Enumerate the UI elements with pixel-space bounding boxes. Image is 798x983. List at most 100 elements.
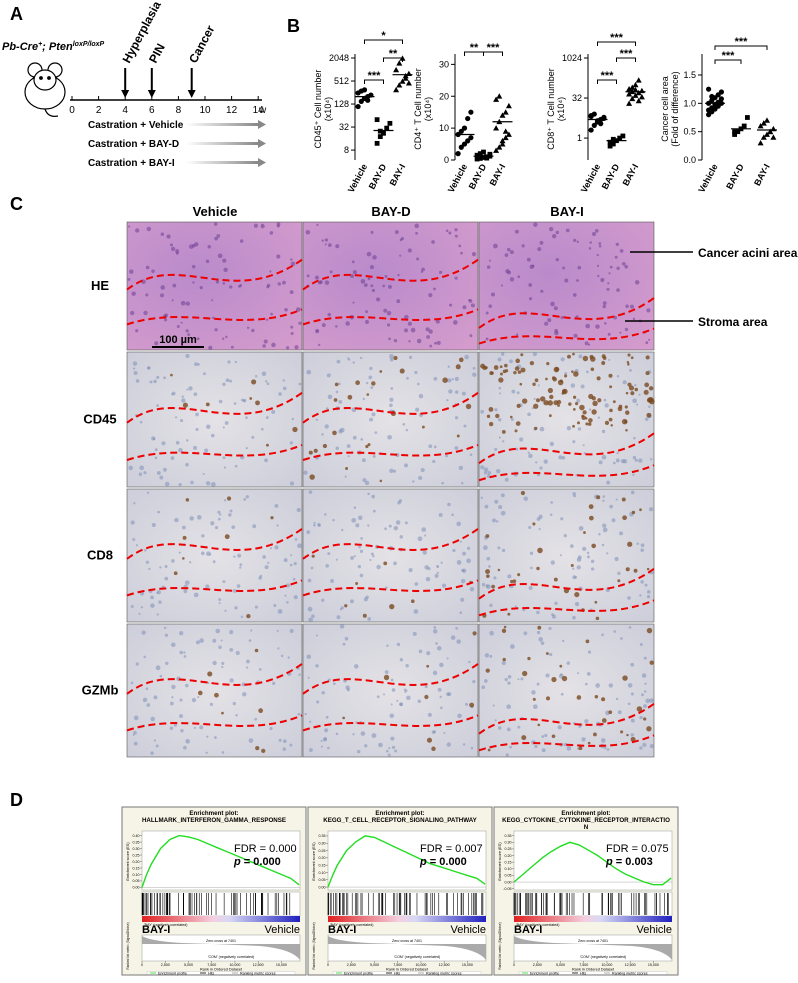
arm-label: Castration + Vehicle bbox=[88, 120, 184, 131]
nucleus bbox=[324, 243, 327, 246]
nucleus bbox=[239, 239, 244, 243]
data-point bbox=[487, 151, 493, 157]
stained-cell bbox=[626, 361, 630, 364]
nucleus bbox=[359, 356, 363, 360]
nucleus bbox=[551, 613, 554, 616]
nucleus bbox=[436, 340, 441, 345]
nucleus bbox=[504, 253, 509, 257]
nucleus bbox=[566, 661, 570, 665]
nucleus bbox=[399, 238, 403, 242]
stained-cell bbox=[572, 352, 575, 356]
nucleus bbox=[231, 525, 236, 530]
nucleus bbox=[602, 301, 607, 306]
nucleus bbox=[404, 328, 408, 333]
micrograph bbox=[126, 351, 303, 488]
stained-cell bbox=[537, 547, 543, 554]
nucleus bbox=[461, 568, 465, 573]
nucleus bbox=[468, 660, 471, 664]
significance-label: *** bbox=[368, 70, 382, 82]
nucleus bbox=[596, 253, 599, 257]
nucleus bbox=[583, 452, 586, 455]
nucleus bbox=[183, 655, 187, 658]
nucleus bbox=[291, 417, 295, 421]
nucleus bbox=[314, 275, 319, 280]
nucleus bbox=[225, 378, 230, 383]
nucleus bbox=[141, 630, 146, 635]
nucleus bbox=[584, 341, 589, 346]
nucleus bbox=[397, 273, 400, 277]
stained-cell bbox=[515, 358, 521, 364]
nucleus bbox=[369, 417, 373, 422]
nucleus bbox=[619, 331, 622, 334]
y-tick-label: 0.05 bbox=[133, 879, 140, 883]
stained-cell bbox=[520, 367, 526, 373]
region-border bbox=[478, 432, 655, 465]
nucleus bbox=[576, 240, 579, 243]
nucleus bbox=[346, 688, 350, 692]
nucleus bbox=[484, 504, 489, 509]
nucleus bbox=[332, 518, 335, 522]
nucleus bbox=[455, 627, 458, 630]
p-symbol: p bbox=[605, 856, 613, 868]
arm-label: Castration + BAY-I bbox=[88, 158, 175, 169]
nucleus bbox=[601, 633, 604, 637]
significance-label: *** bbox=[735, 36, 749, 48]
significance-bracket bbox=[616, 57, 636, 62]
nucleus bbox=[349, 599, 354, 604]
x-tick-label: 15,000 bbox=[276, 963, 287, 967]
x-tick-label: BAY-D bbox=[600, 162, 622, 191]
nucleus bbox=[145, 265, 150, 270]
data-point bbox=[481, 155, 486, 160]
nucleus bbox=[201, 534, 205, 538]
nucleus bbox=[192, 281, 195, 284]
nucleus bbox=[624, 264, 629, 269]
nucleus bbox=[649, 744, 654, 749]
nucleus bbox=[251, 435, 255, 439]
stained-cell bbox=[649, 660, 654, 665]
y-tick-label: 0.20 bbox=[505, 854, 512, 858]
nucleus bbox=[459, 540, 462, 543]
stained-cell bbox=[646, 627, 653, 634]
nucleus bbox=[318, 343, 321, 347]
nucleus bbox=[217, 517, 221, 521]
nucleus bbox=[156, 404, 159, 407]
nucleus bbox=[196, 337, 200, 341]
nucleus bbox=[500, 493, 505, 498]
nucleus bbox=[370, 552, 374, 556]
nucleus bbox=[132, 367, 136, 370]
nucleus bbox=[327, 243, 332, 248]
nucleus bbox=[540, 289, 544, 293]
nucleus bbox=[572, 492, 576, 496]
nucleus bbox=[606, 287, 610, 291]
nucleus bbox=[615, 458, 620, 463]
stained-cell bbox=[582, 410, 587, 415]
nucleus bbox=[283, 558, 288, 563]
nucleus bbox=[630, 718, 635, 723]
x-tick-label: BAY-D bbox=[724, 162, 746, 191]
timeline-label: 14 bbox=[253, 105, 265, 116]
nucleus bbox=[389, 468, 394, 474]
nucleus bbox=[458, 465, 464, 471]
stained-cell bbox=[485, 534, 490, 538]
nucleus bbox=[156, 613, 159, 616]
metric-bg bbox=[327, 934, 487, 962]
nucleus bbox=[535, 461, 538, 464]
legend-label: Enrichment profile bbox=[158, 971, 187, 975]
nucleus bbox=[352, 733, 355, 736]
genotype-part: Pb-Cre bbox=[2, 41, 38, 53]
stained-cell bbox=[182, 402, 189, 408]
nucleus bbox=[555, 257, 559, 262]
stained-cell bbox=[522, 670, 528, 677]
significance-bracket bbox=[597, 79, 617, 84]
nucleus bbox=[472, 680, 476, 684]
stained-cell bbox=[254, 648, 259, 653]
nucleus bbox=[353, 555, 356, 558]
region-border bbox=[302, 308, 479, 326]
stained-cell bbox=[576, 695, 582, 700]
nucleus bbox=[222, 580, 226, 584]
p-symbol: p bbox=[233, 856, 241, 868]
significance-label: *** bbox=[487, 42, 501, 54]
nucleus bbox=[158, 600, 162, 604]
nucleus bbox=[371, 288, 376, 293]
nucleus bbox=[582, 546, 587, 552]
